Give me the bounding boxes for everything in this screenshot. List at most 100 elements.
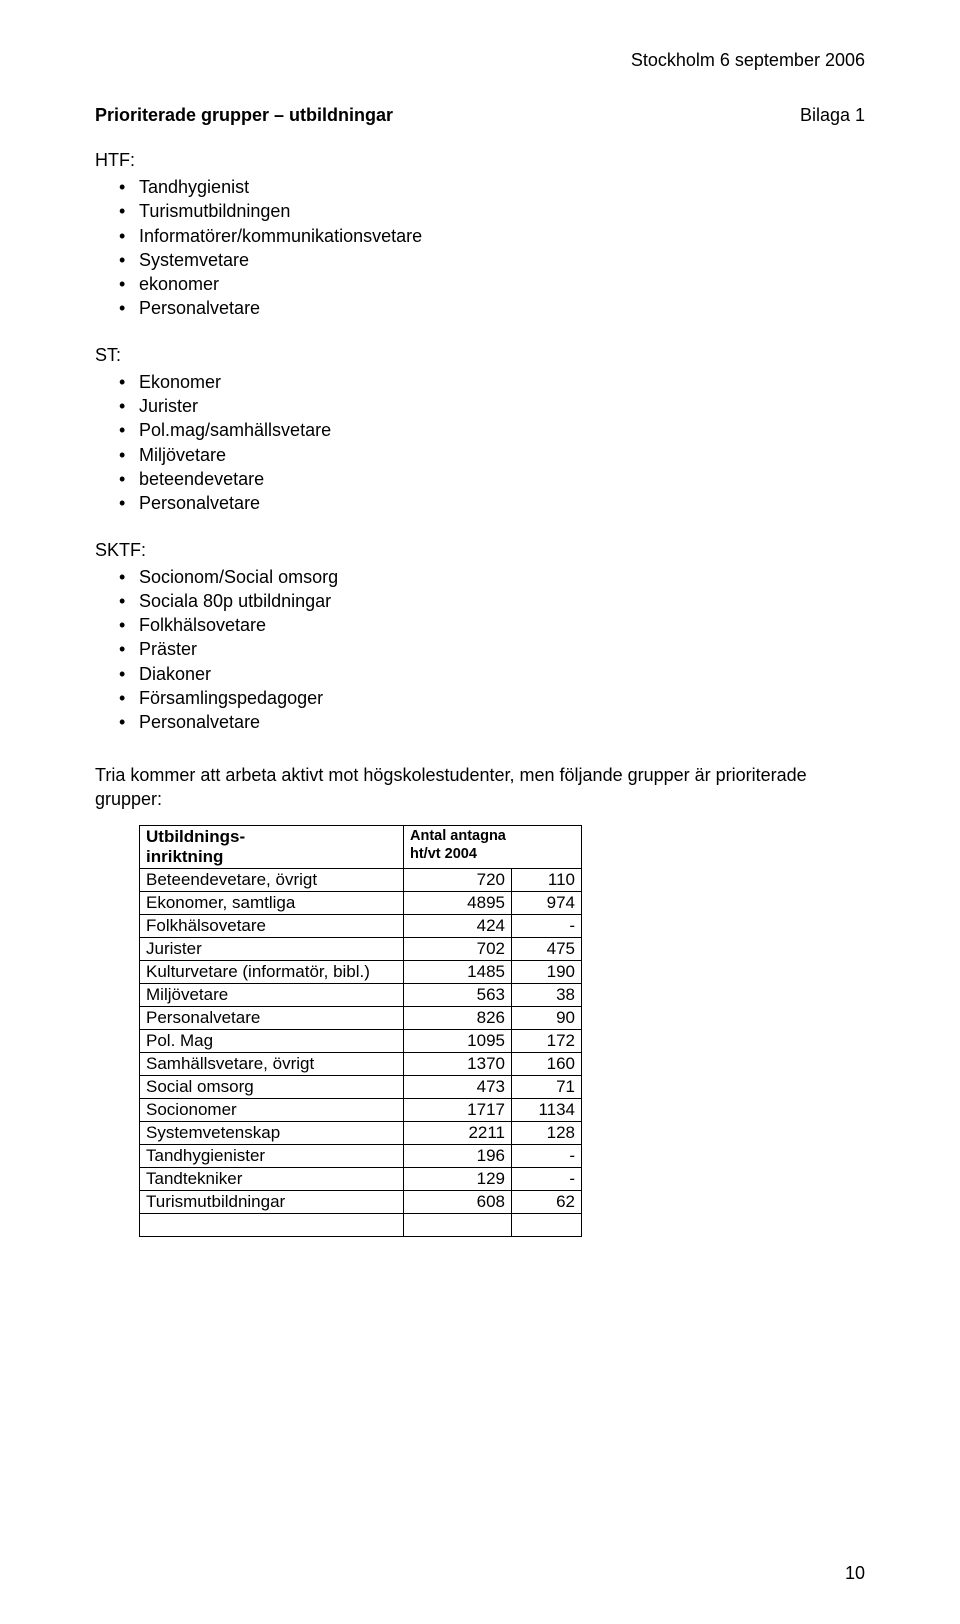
list-item: ekonomer [139, 272, 865, 296]
cell-value-2: 38 [512, 984, 582, 1007]
table-row: Folkhälsovetare424- [140, 915, 582, 938]
cell-value-2: 62 [512, 1191, 582, 1214]
page-title: Prioriterade grupper – utbildningar [95, 105, 865, 126]
bullet-list: EkonomerJuristerPol.mag/samhällsvetareMi… [95, 370, 865, 516]
list-item: Personalvetare [139, 296, 865, 320]
table-row: Tandhygienister196- [140, 1145, 582, 1168]
cell-name: Samhällsvetare, övrigt [140, 1053, 404, 1076]
cell-name: Kulturvetare (informatör, bibl.) [140, 961, 404, 984]
cell-value-1: 1370 [404, 1053, 512, 1076]
cell-value-1: 196 [404, 1145, 512, 1168]
cell-value-2: 110 [512, 869, 582, 892]
page-number: 10 [845, 1563, 865, 1584]
cell-value-2: 1134 [512, 1099, 582, 1122]
cell-name: Miljövetare [140, 984, 404, 1007]
list-item: Turismutbildningen [139, 199, 865, 223]
cell-value-2 [512, 1214, 582, 1237]
cell-value-2: 475 [512, 938, 582, 961]
data-table: Utbildnings-inriktning Antal antagnaht/v… [139, 825, 582, 1237]
list-item: Pol.mag/samhällsvetare [139, 418, 865, 442]
list-item: Diakoner [139, 662, 865, 686]
table-row: Beteendevetare, övrigt720110 [140, 869, 582, 892]
group-block: HTF: TandhygienistTurismutbildningenInfor… [95, 150, 865, 321]
cell-value-2: - [512, 1168, 582, 1191]
list-item: Församlingspedagoger [139, 686, 865, 710]
table-row: Kulturvetare (informatör, bibl.)1485190 [140, 961, 582, 984]
cell-value-2: 90 [512, 1007, 582, 1030]
cell-name: Turismutbildningar [140, 1191, 404, 1214]
bullet-list: Socionom/Social omsorgSociala 80p utbild… [95, 565, 865, 735]
cell-value-2: - [512, 1145, 582, 1168]
cell-value-2: 128 [512, 1122, 582, 1145]
cell-value-1: 720 [404, 869, 512, 892]
list-item: Sociala 80p utbildningar [139, 589, 865, 613]
list-item: beteendevetare [139, 467, 865, 491]
table-head-col2: Antal antagnaht/vt 2004 [404, 826, 582, 869]
table-row: Systemvetenskap2211128 [140, 1122, 582, 1145]
list-item: Tandhygienist [139, 175, 865, 199]
cell-value-1: 563 [404, 984, 512, 1007]
table-head-col1: Utbildnings-inriktning [140, 826, 404, 869]
header-date: Stockholm 6 september 2006 [631, 50, 865, 71]
list-item: Folkhälsovetare [139, 613, 865, 637]
table-row: Turismutbildningar60862 [140, 1191, 582, 1214]
cell-name: Personalvetare [140, 1007, 404, 1030]
cell-value-1: 1485 [404, 961, 512, 984]
table-row: Pol. Mag1095172 [140, 1030, 582, 1053]
list-item: Informatörer/kommunikationsvetare [139, 224, 865, 248]
list-item: Personalvetare [139, 491, 865, 515]
list-item: Socionom/Social omsorg [139, 565, 865, 589]
table-row: Samhällsvetare, övrigt1370160 [140, 1053, 582, 1076]
list-item: Ekonomer [139, 370, 865, 394]
cell-value-1: 608 [404, 1191, 512, 1214]
list-item: Jurister [139, 394, 865, 418]
cell-value-1: 4895 [404, 892, 512, 915]
table-row: Ekonomer, samtliga4895974 [140, 892, 582, 915]
cell-value-2: - [512, 915, 582, 938]
cell-name: Pol. Mag [140, 1030, 404, 1053]
list-item: Miljövetare [139, 443, 865, 467]
table-row: Socionomer17171134 [140, 1099, 582, 1122]
cell-value-1 [404, 1214, 512, 1237]
cell-name [140, 1214, 404, 1237]
table-row: Jurister702475 [140, 938, 582, 961]
table-row [140, 1214, 582, 1237]
cell-value-1: 129 [404, 1168, 512, 1191]
cell-value-2: 172 [512, 1030, 582, 1053]
table-row: Tandtekniker129- [140, 1168, 582, 1191]
attachment-label: Bilaga 1 [800, 105, 865, 126]
cell-value-1: 1717 [404, 1099, 512, 1122]
cell-name: Social omsorg [140, 1076, 404, 1099]
cell-value-1: 826 [404, 1007, 512, 1030]
group-label: HTF: [95, 150, 865, 171]
cell-name: Systemvetenskap [140, 1122, 404, 1145]
cell-name: Beteendevetare, övrigt [140, 869, 404, 892]
group-block: SKTF: Socionom/Social omsorgSociala 80p u… [95, 540, 865, 735]
cell-name: Tandtekniker [140, 1168, 404, 1191]
group-block: ST: EkonomerJuristerPol.mag/samhällsvetar… [95, 345, 865, 516]
cell-value-1: 2211 [404, 1122, 512, 1145]
table-intro: Tria kommer att arbeta aktivt mot högsko… [95, 763, 865, 812]
cell-value-1: 702 [404, 938, 512, 961]
cell-value-1: 473 [404, 1076, 512, 1099]
table-row: Miljövetare56338 [140, 984, 582, 1007]
groups-container: HTF: TandhygienistTurismutbildningenInfor… [95, 150, 865, 735]
cell-value-2: 190 [512, 961, 582, 984]
cell-value-2: 160 [512, 1053, 582, 1076]
cell-name: Folkhälsovetare [140, 915, 404, 938]
group-label: SKTF: [95, 540, 865, 561]
bullet-list: TandhygienistTurismutbildningenInformatö… [95, 175, 865, 321]
table-row: Personalvetare82690 [140, 1007, 582, 1030]
cell-value-1: 424 [404, 915, 512, 938]
group-label: ST: [95, 345, 865, 366]
cell-value-2: 974 [512, 892, 582, 915]
cell-name: Ekonomer, samtliga [140, 892, 404, 915]
list-item: Systemvetare [139, 248, 865, 272]
cell-name: Jurister [140, 938, 404, 961]
cell-name: Tandhygienister [140, 1145, 404, 1168]
list-item: Personalvetare [139, 710, 865, 734]
cell-name: Socionomer [140, 1099, 404, 1122]
cell-value-2: 71 [512, 1076, 582, 1099]
table-row: Social omsorg47371 [140, 1076, 582, 1099]
list-item: Präster [139, 637, 865, 661]
